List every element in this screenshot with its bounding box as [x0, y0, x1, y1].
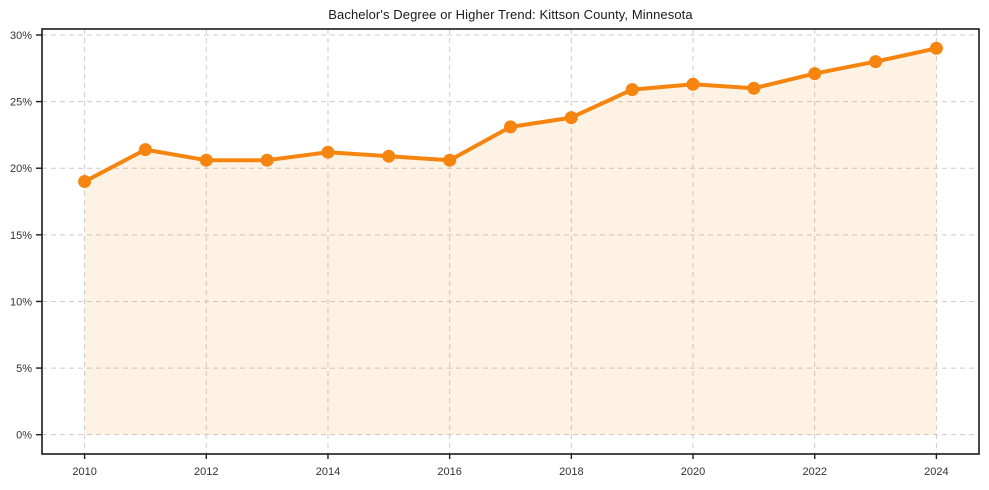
- chart-title: Bachelor's Degree or Higher Trend: Kitts…: [328, 7, 693, 22]
- x-tick-label: 2024: [924, 466, 948, 478]
- data-point-2022: [808, 67, 822, 81]
- y-tick-label: 15%: [10, 230, 32, 242]
- data-point-2017: [504, 120, 517, 134]
- y-tick-label: 0%: [16, 430, 32, 442]
- data-point-2014: [321, 145, 335, 159]
- y-tick-label: 25%: [10, 97, 32, 109]
- x-tick-label: 2022: [802, 466, 826, 478]
- data-point-2016: [443, 153, 457, 167]
- x-tick-label: 2018: [559, 466, 583, 478]
- data-point-2019: [625, 83, 639, 97]
- area-fill: [84, 48, 937, 435]
- y-tick-label: 5%: [16, 363, 32, 375]
- data-point-2018: [564, 111, 578, 125]
- data-point-2010: [78, 175, 92, 188]
- x-tick-label: 2016: [437, 466, 461, 478]
- y-tick-label: 30%: [10, 30, 32, 42]
- y-tick-label: 20%: [10, 163, 32, 175]
- x-tick-label: 2012: [194, 466, 218, 478]
- data-point-2023: [869, 55, 883, 69]
- plot-border: [41, 28, 980, 455]
- data-point-2015: [382, 149, 396, 163]
- data-point-2012: [199, 153, 213, 167]
- data-point-2011: [138, 143, 152, 157]
- data-point-2024: [929, 41, 943, 55]
- x-tick-label: 2020: [681, 466, 705, 478]
- x-tick-label: 2010: [72, 466, 96, 478]
- x-tick-label: 2014: [316, 466, 340, 478]
- y-tick-label: 10%: [10, 296, 32, 308]
- data-point-2013: [260, 153, 274, 167]
- data-point-2020: [686, 77, 700, 91]
- data-point-2021: [747, 81, 761, 95]
